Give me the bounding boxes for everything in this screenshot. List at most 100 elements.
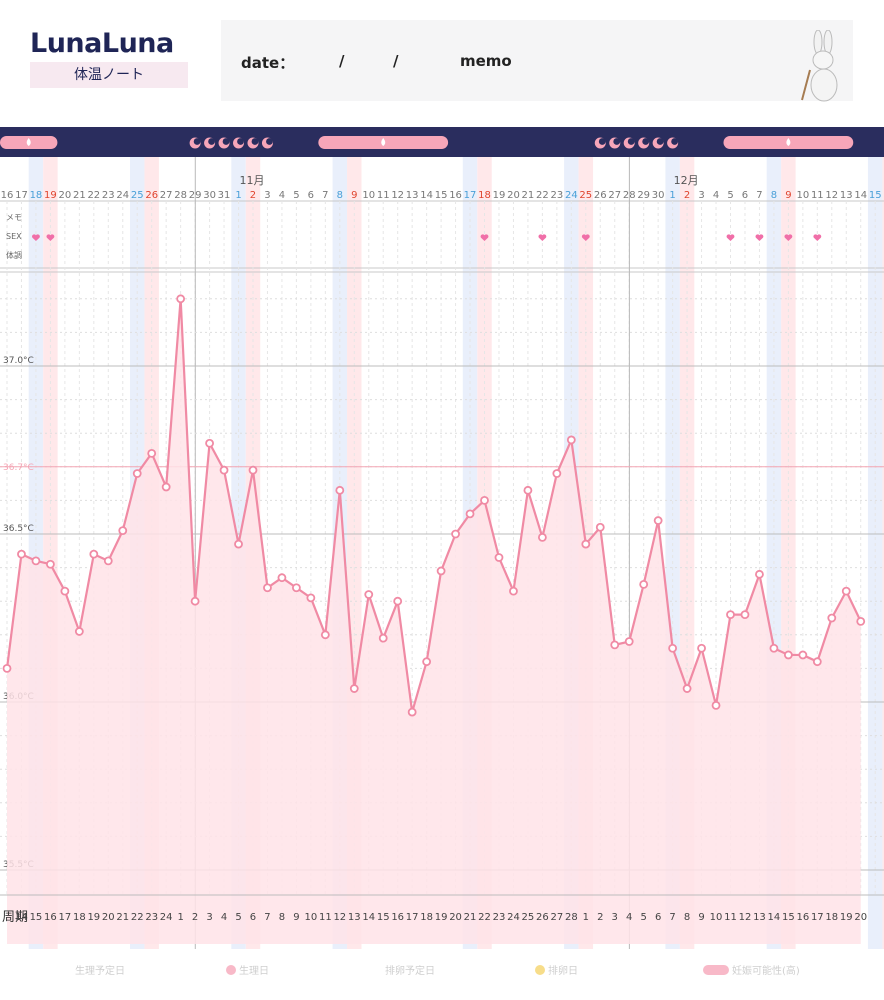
cycle-day-label: 22 (478, 912, 491, 923)
temperature-point (465, 509, 475, 519)
date-label: 29 (189, 190, 202, 201)
legend: 生理予定日 生理日 排卵予定日 排卵日 妊娠可能性(高) (0, 958, 884, 982)
temperature-point (711, 700, 721, 710)
date-label: 25 (579, 190, 592, 201)
y-tick-label: 37.0°C (3, 356, 34, 366)
date-label: 1 (235, 190, 241, 201)
threshold-label: 36.7°C (3, 463, 34, 473)
temperature-point (393, 596, 403, 606)
date-label: 19 (44, 190, 57, 201)
date-label: 4 (279, 190, 285, 201)
date-label: 6 (308, 190, 314, 201)
cycle-day-label: 8 (279, 912, 285, 923)
drop-icon (786, 138, 791, 146)
cycle-day-label: 3 (206, 912, 212, 923)
temperature-point (2, 664, 12, 673)
temperature-point (827, 613, 837, 623)
heart-icon (46, 234, 55, 241)
moon-icon-shadow (208, 138, 215, 145)
date-label: date： (241, 54, 295, 72)
date-label: 15 (435, 190, 448, 201)
temperature-point (190, 596, 200, 606)
temperature-point (755, 569, 764, 579)
date-label: 12 (391, 190, 404, 201)
basal-temperature-chart: 11月12月37.0°C36.5°C36.0°C35.5°C36.7°C1617… (0, 127, 884, 949)
cycle-day-label: 9 (698, 912, 704, 923)
date-label: 4 (713, 190, 719, 201)
date-label: 24 (565, 190, 578, 201)
cycle-day-label: 24 (507, 912, 520, 923)
temperature-point (798, 650, 808, 660)
date-label: 27 (608, 190, 621, 201)
cycle-day-label: 1 (177, 912, 183, 923)
date-label: 17 (464, 190, 477, 201)
moon-icon-shadow (193, 138, 201, 145)
date-label: 18 (30, 190, 43, 201)
cycle-day-label: 10 (710, 912, 723, 923)
cycle-day-label: 23 (145, 912, 158, 923)
date-label: 17 (15, 190, 28, 201)
cycle-day-label: 12 (739, 912, 752, 923)
temperature-point (320, 630, 330, 640)
cycle-day-label: 6 (655, 912, 661, 923)
cycle-row-label: 周期 (2, 910, 28, 925)
date-label: 23 (102, 190, 115, 201)
heart-icon (480, 234, 489, 241)
cycle-day-label: 19 (435, 912, 448, 923)
temperature-point (436, 566, 446, 576)
cycle-day-label: 17 (406, 912, 419, 923)
weekend-band-sunday (867, 157, 883, 949)
date-label: 22 (87, 190, 100, 201)
cycle-day-label: 7 (669, 912, 675, 923)
moon-icon-shadow (266, 138, 273, 145)
date-label: 14 (854, 190, 867, 201)
cycle-day-label: 26 (536, 912, 549, 923)
temperature-point (161, 482, 171, 492)
cycle-day-label: 2 (597, 912, 603, 923)
temperature-point (595, 522, 605, 532)
temperature-point (537, 532, 547, 542)
date-label: 7 (756, 190, 762, 201)
cycle-day-label: 13 (348, 912, 361, 923)
cycle-day-label: 19 (87, 912, 100, 923)
moon-icon-shadow (251, 138, 259, 145)
heart-icon (726, 234, 735, 241)
moon-icon-shadow (642, 138, 650, 145)
date-label: 24 (116, 190, 129, 201)
row-label-sex: SEX (6, 232, 22, 241)
temperature-point (407, 707, 417, 717)
temperature-point (624, 637, 634, 646)
cycle-day-label: 15 (377, 912, 390, 923)
moon-icon-shadow (237, 138, 244, 145)
cycle-day-label: 19 (840, 912, 853, 923)
cycle-day-label: 17 (59, 912, 72, 923)
temperature-point (349, 684, 359, 693)
temperature-point (610, 640, 620, 650)
legend-item-period-forecast: 生理予定日 (75, 966, 125, 977)
temperature-point (509, 586, 518, 596)
cycle-day-label: 20 (102, 912, 115, 923)
date-label: 16 (1, 190, 14, 201)
temperature-point (205, 438, 214, 448)
date-separator-2: / (393, 52, 399, 70)
date-label: 28 (174, 190, 187, 201)
date-label: 26 (145, 190, 158, 201)
cycle-day-label: 15 (782, 912, 795, 923)
cycle-day-label: 14 (768, 912, 781, 923)
cycle-day-label: 11 (724, 912, 737, 923)
moon-icon-shadow (222, 138, 230, 145)
memo-label: memo (460, 52, 512, 70)
temperature-point (234, 539, 243, 549)
moon-icon-shadow (613, 138, 621, 145)
cycle-day-label: 18 (73, 912, 86, 923)
date-label: 1 (669, 190, 675, 201)
y-tick-label: 36.5°C (3, 524, 34, 534)
cycle-day-label: 5 (235, 912, 241, 923)
date-label: 10 (796, 190, 809, 201)
date-label: 6 (742, 190, 748, 201)
temperature-point (74, 627, 84, 636)
temperature-point (697, 643, 706, 653)
heart-icon (784, 234, 793, 241)
date-label: 10 (362, 190, 375, 201)
date-label: 20 (507, 190, 520, 201)
